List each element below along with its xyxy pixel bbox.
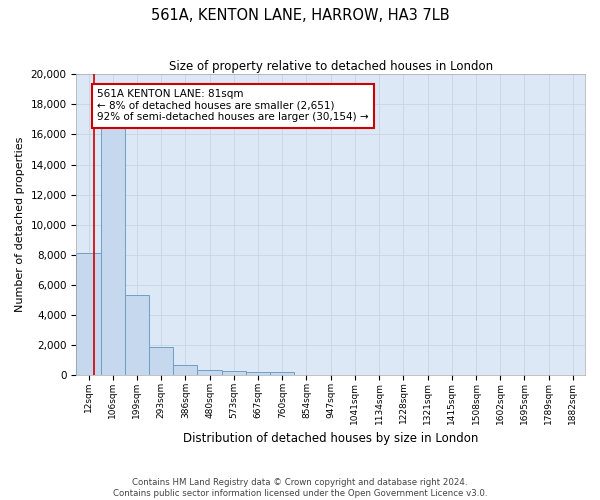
Text: 561A, KENTON LANE, HARROW, HA3 7LB: 561A, KENTON LANE, HARROW, HA3 7LB <box>151 8 449 22</box>
Bar <box>197 370 222 376</box>
Bar <box>125 296 149 376</box>
Text: Contains HM Land Registry data © Crown copyright and database right 2024.
Contai: Contains HM Land Registry data © Crown c… <box>113 478 487 498</box>
Bar <box>173 365 197 376</box>
X-axis label: Distribution of detached houses by size in London: Distribution of detached houses by size … <box>183 432 478 445</box>
Bar <box>222 371 246 376</box>
Title: Size of property relative to detached houses in London: Size of property relative to detached ho… <box>169 60 493 73</box>
Text: 561A KENTON LANE: 81sqm
← 8% of detached houses are smaller (2,651)
92% of semi-: 561A KENTON LANE: 81sqm ← 8% of detached… <box>97 89 368 122</box>
Bar <box>76 254 101 376</box>
Bar <box>270 372 295 376</box>
Y-axis label: Number of detached properties: Number of detached properties <box>15 137 25 312</box>
Bar <box>101 126 125 376</box>
Bar <box>149 348 173 376</box>
Bar <box>246 372 270 376</box>
